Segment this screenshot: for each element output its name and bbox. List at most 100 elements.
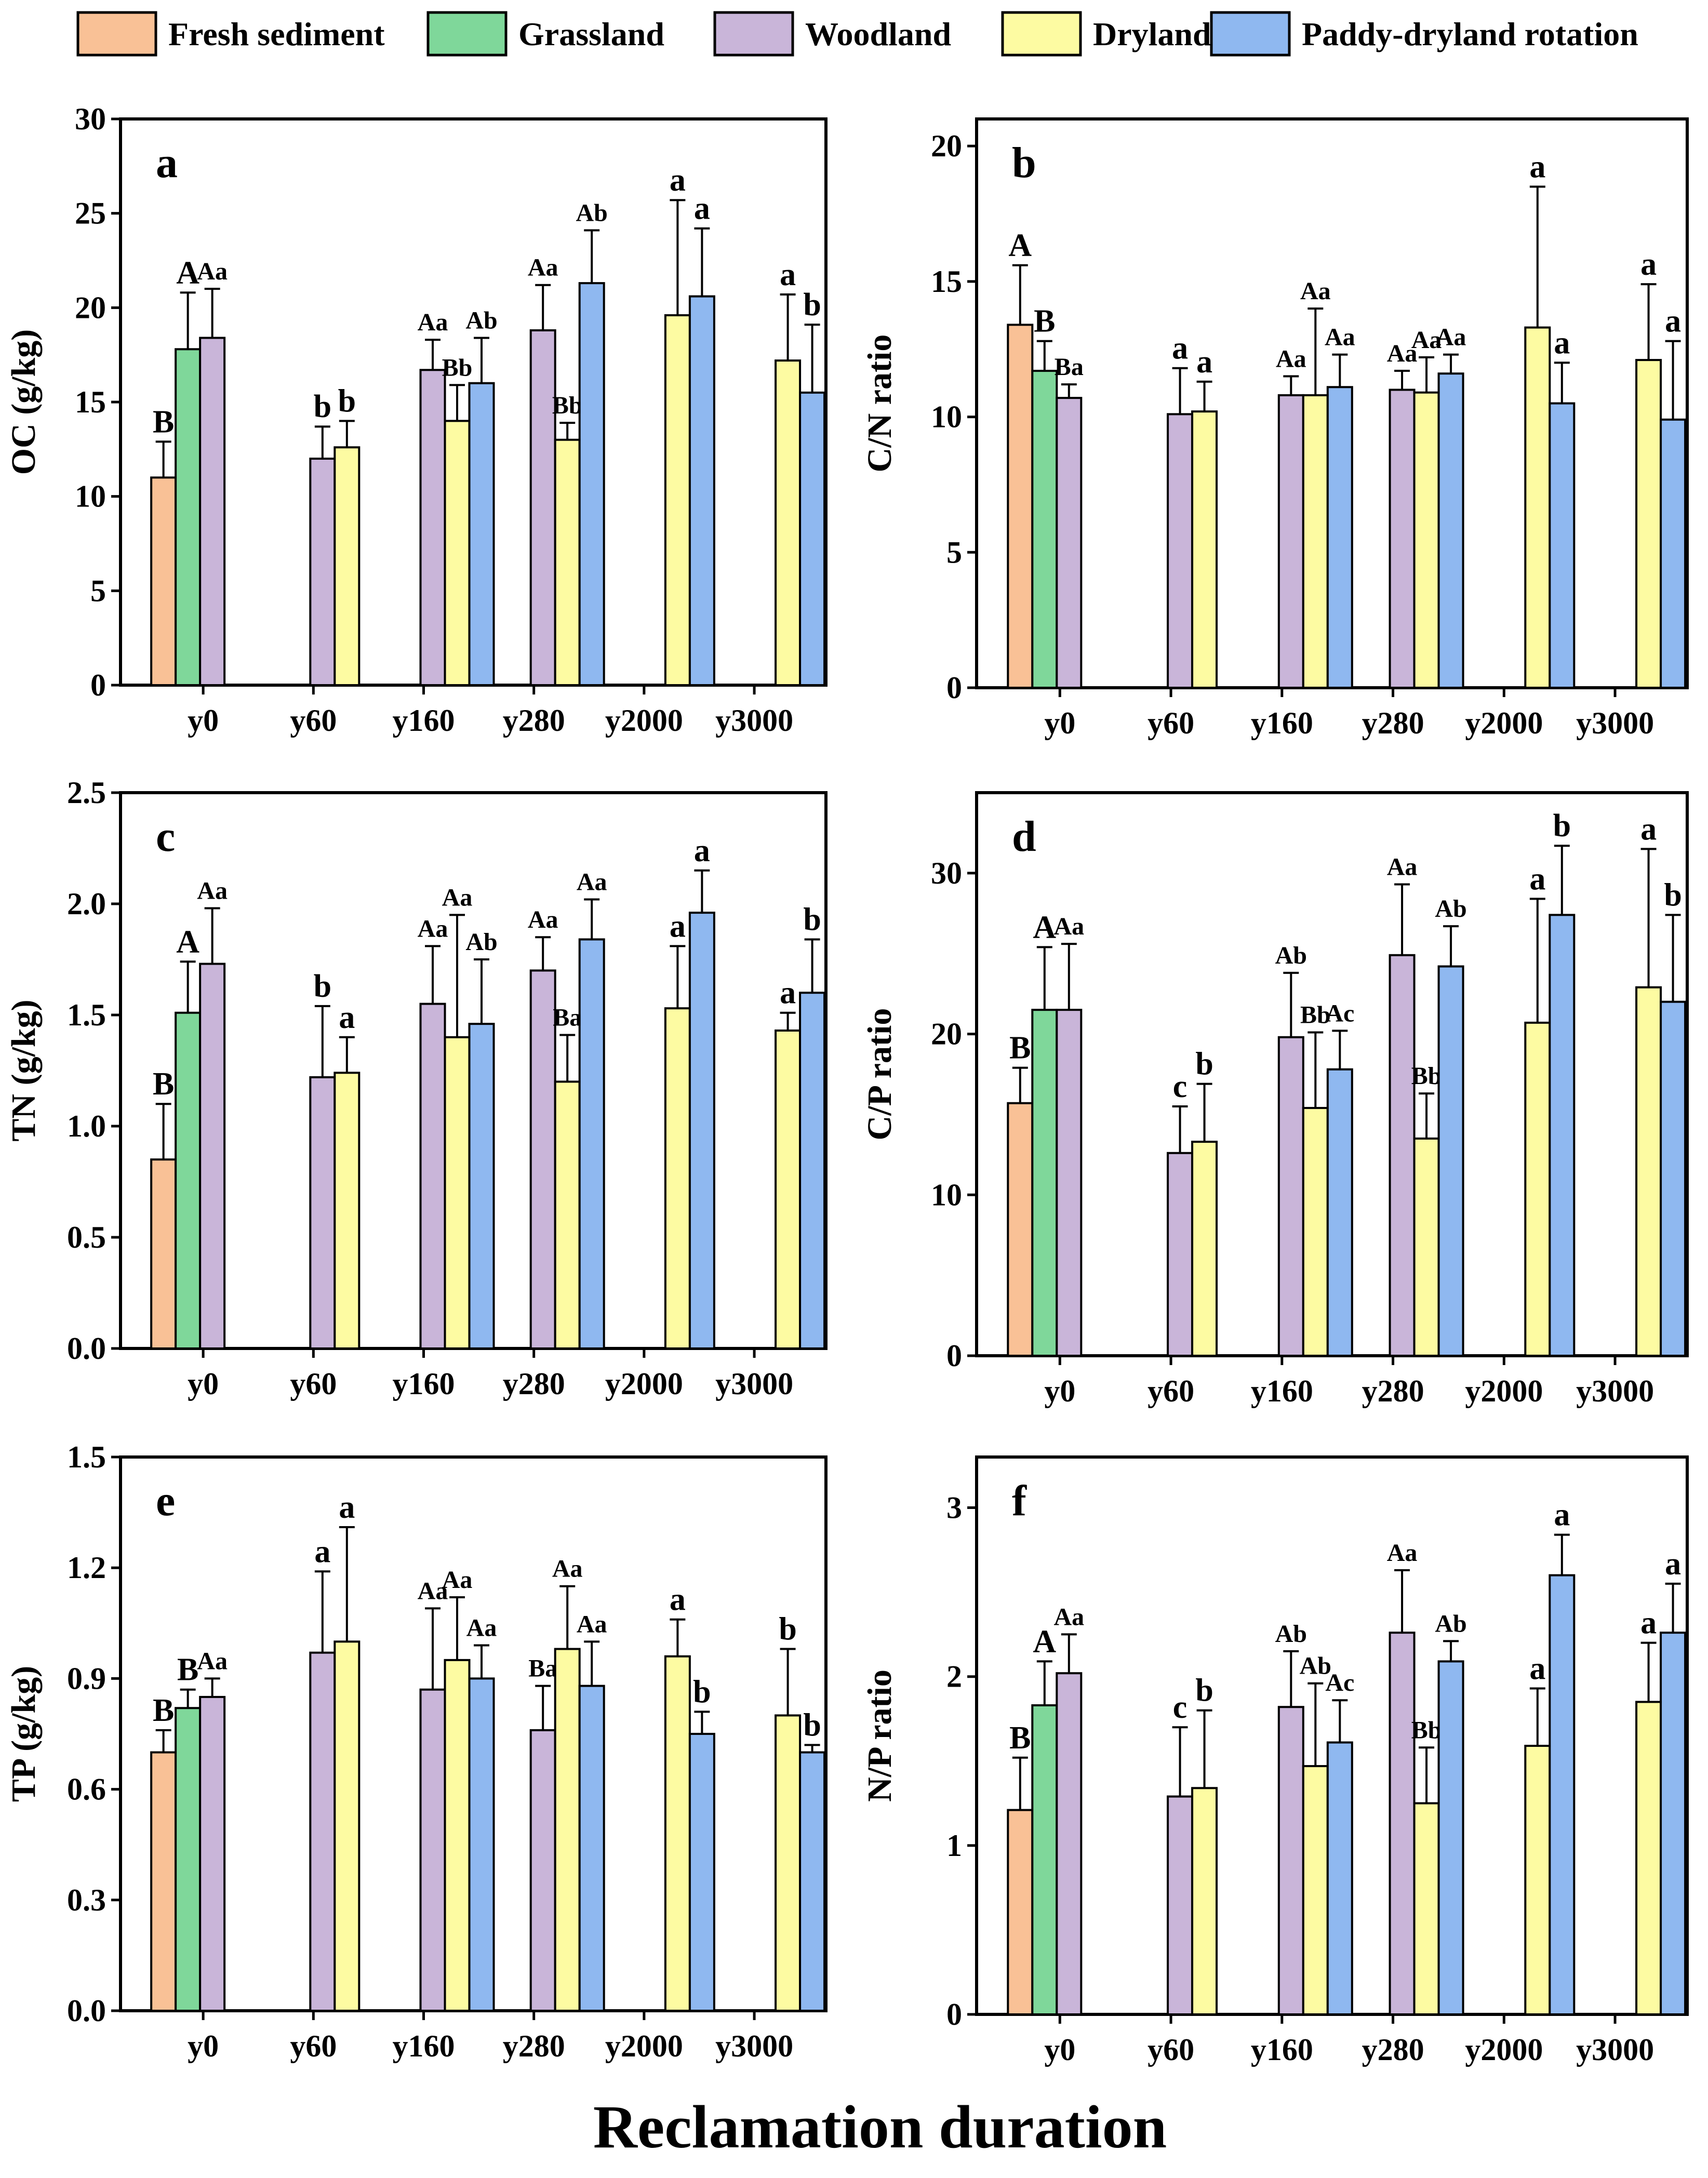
significance-label: a [1640,247,1657,282]
legend: Fresh sediment Grassland Woodland Dryland Pa… [76,11,1638,57]
bar [419,1688,446,2012]
bar [1413,391,1440,689]
bar [1660,1000,1687,1357]
bar [1437,965,1464,1357]
significance-label: Aa [418,915,448,942]
bar [775,1714,802,2012]
bar [1056,1009,1083,1357]
y-tick-label: 0 [90,668,106,702]
significance-label: a [339,1490,355,1525]
significance-label: a [780,976,796,1011]
y-tick-label: 1.2 [67,1551,106,1585]
x-tick-label: y0 [1044,1374,1075,1408]
panel-letter: e [156,1477,175,1525]
significance-label: Ba [553,1004,582,1032]
bar [1413,1802,1440,2015]
y-axis-title: OC (g/kg) [5,329,43,475]
bar [150,1751,177,2012]
significance-label: Aa [466,1614,497,1641]
bar [1167,1795,1194,2015]
y-tick-label: 0.6 [67,1772,106,1807]
x-tick-label: y280 [503,1367,565,1401]
y-tick-label: 10 [75,479,106,514]
bar [150,476,177,686]
y-tick-label: 10 [931,400,962,434]
x-tick-label: y2000 [1465,2033,1543,2067]
y-tick-label: 2.5 [67,776,106,810]
panel-a: 0 5 10 15 20 25 30 y0 y60 y160 y280 y2000 y3000 OC (g… [5,102,828,738]
significance-label: a [1172,331,1188,366]
significance-label: a [1665,304,1681,339]
panel-letter: c [156,812,175,861]
x-tick-label: y60 [290,1367,337,1401]
significance-label: Ab [1275,1620,1307,1648]
x-tick-label: y3000 [715,703,793,738]
bar [1191,1141,1218,1357]
x-tick-label: y2000 [1465,1374,1543,1408]
x-tick-label: y160 [393,1367,455,1401]
significance-label: Aa [1053,913,1084,940]
y-axis-title: TP (g/kg) [5,1666,43,1802]
legend-item: Paddy-dryland rotation [1210,11,1638,57]
bar [1302,1765,1329,2016]
significance-label: a [670,163,686,198]
bar [1326,1068,1353,1357]
legend-swatch [1001,11,1082,57]
significance-label: B [177,1652,198,1688]
significance-label: b [693,1674,711,1709]
significance-label: Bb [1411,1062,1442,1090]
bar [444,1659,471,2012]
significance-label: Ab [576,199,608,226]
significance-label: a [1640,1606,1657,1641]
significance-label: b [803,287,821,323]
x-tick-label: y160 [393,703,455,738]
bar [529,329,556,686]
significance-label: Aa [1325,324,1355,351]
bar [1007,324,1034,689]
significance-label: Ab [1275,942,1307,969]
legend-item: Woodland [713,11,951,57]
bar [333,1640,361,2012]
panel-d: 0 10 20 30 y0 y60 y160 y280 y2000 y3000 C/P ratio d… [861,791,1689,1408]
y-tick-label: 0 [946,1997,962,2032]
bar [468,1023,495,1349]
x-tick-label: y2000 [605,703,683,738]
bar [444,420,471,686]
significance-label: Aa [1300,277,1331,305]
significance-label: Aa [442,1566,473,1594]
significance-label: Aa [528,906,558,933]
panel-b: 0 5 10 15 20 y0 y60 y160 y280 y2000 y3000 C/N ratio… [861,117,1689,740]
significance-label: Aa [1411,326,1442,354]
y-tick-label: 0.0 [67,1994,106,2028]
legend-label: Paddy-dryland rotation [1302,16,1638,52]
significance-label: a [1529,149,1545,184]
y-tick-label: 20 [75,290,106,325]
y-tick-label: 30 [75,102,106,136]
bar [578,1685,605,2012]
x-tick-label: y160 [1251,706,1313,740]
x-tick-label: y2000 [605,2029,683,2063]
bar [333,446,361,686]
significance-label: Aa [442,884,473,911]
bar [1549,914,1576,1357]
significance-label: Bb [442,354,473,381]
significance-label: Aa [418,1577,448,1605]
significance-label: a [1554,1498,1570,1533]
y-tick-label: 15 [931,264,962,299]
bar [1389,389,1416,689]
bar [468,1677,495,2012]
x-tick-label: y0 [1044,706,1075,740]
legend-label: Woodland [805,16,951,52]
bar [578,282,605,686]
bar [1660,1632,1687,2015]
y-tick-label: 3 [946,1491,962,1525]
bar [1031,1704,1058,2015]
significance-label: Aa [1053,1603,1084,1631]
bar [664,1655,691,2012]
bar [1302,1107,1329,1357]
bar [199,337,226,686]
bar [1549,1574,1576,2015]
bar [664,314,691,686]
